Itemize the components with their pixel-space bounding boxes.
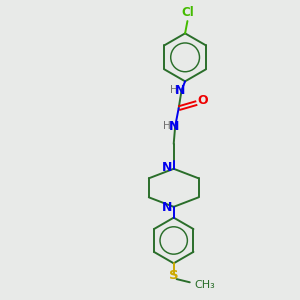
Text: N: N xyxy=(175,84,185,97)
Text: N: N xyxy=(169,120,179,133)
Text: N: N xyxy=(162,161,172,174)
Text: CH₃: CH₃ xyxy=(195,280,215,290)
Text: S: S xyxy=(169,269,178,282)
Text: O: O xyxy=(197,94,208,107)
Text: N: N xyxy=(162,201,172,214)
Text: Cl: Cl xyxy=(182,6,194,19)
Text: H: H xyxy=(169,85,177,95)
Text: H: H xyxy=(163,122,171,131)
